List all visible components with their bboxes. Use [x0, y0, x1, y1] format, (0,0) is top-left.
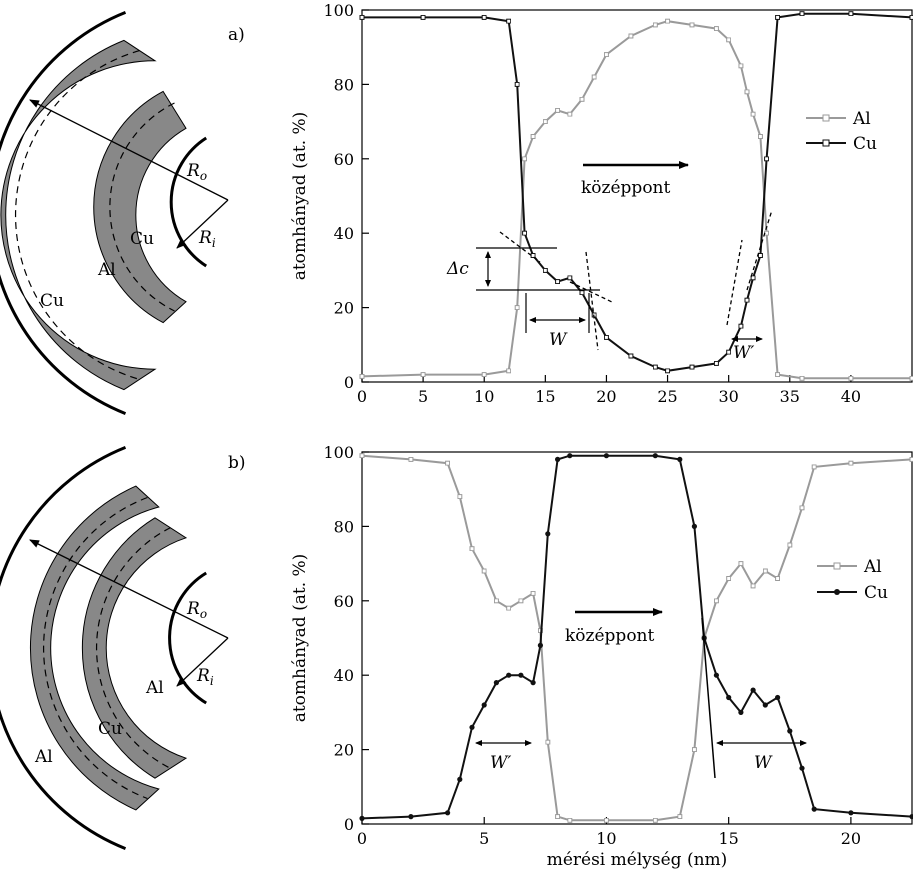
x-tick-label: 40 [841, 387, 861, 406]
y-tick-label: 0 [344, 815, 354, 834]
x-tick-label: 5 [479, 829, 489, 848]
x-tick-label: 10 [596, 829, 616, 848]
legend-cu-label: Cu [853, 134, 877, 154]
series-cu-line [359, 11, 913, 374]
outer-shell-arc [0, 446, 127, 850]
y-tick-label: 100 [323, 443, 354, 462]
legend-al-marker [833, 562, 841, 570]
legend-al-label: Al [863, 557, 882, 577]
legend-al-label: Al [852, 109, 871, 129]
y-tick-label: 100 [323, 1, 354, 20]
center-arrow-label: középpont [565, 626, 655, 646]
r-inner-line [176, 637, 229, 687]
inner-core-arc [168, 571, 207, 705]
legend: Al Cu [817, 557, 888, 603]
schematic-a-label-inner: Cu [130, 229, 154, 249]
cu-shell-midline [109, 102, 175, 312]
inner-core-arc [169, 136, 208, 268]
series-cu-line [359, 453, 913, 822]
cu-shell-band [93, 90, 187, 324]
x-tick-label: 10 [474, 387, 494, 406]
w-label: W [754, 753, 773, 773]
legend: Al Cu [806, 109, 877, 154]
w-label: W [549, 330, 568, 350]
x-tick-label: 15 [718, 829, 738, 848]
cu-shell-midline [43, 496, 148, 800]
r-inner-label: Ri [196, 666, 214, 688]
chart-a-ticks: 0 5 10 15 20 25 30 35 40 0 20 40 60 80 100 [323, 1, 861, 406]
slope-dash-4 [726, 239, 743, 326]
chart-a: 0 5 10 15 20 25 30 35 40 0 20 40 60 80 100 atomhányad … [290, 1, 913, 406]
y-tick-label: 60 [334, 592, 354, 611]
delta-c-label: Δc [446, 259, 469, 279]
y-tick-label: 60 [334, 150, 354, 169]
schematic-b-label-mid: Cu [98, 719, 122, 739]
chart-a-series [359, 11, 913, 381]
y-axis-label: atomhányad (at. %) [290, 554, 310, 723]
y-tick-label: 20 [334, 299, 354, 318]
legend-cu-marker [822, 139, 830, 147]
panel-label-b: b) [228, 453, 246, 473]
x-tick-label: 0 [357, 829, 367, 848]
x-tick-label: 20 [841, 829, 861, 848]
y-tick-label: 0 [344, 373, 354, 392]
schematic-b: Al Cu Al Ro Ri [0, 446, 229, 850]
y-tick-label: 80 [334, 75, 354, 94]
x-tick-label: 15 [535, 387, 555, 406]
r-outer-label: Ro [186, 161, 207, 183]
y-tick-label: 40 [334, 224, 354, 243]
legend-cu-marker [834, 589, 840, 595]
cu-shell-band [30, 485, 160, 811]
y-axis-label: atomhányad (at. %) [290, 112, 310, 281]
x-tick-label: 30 [718, 387, 738, 406]
series-al-line [359, 18, 913, 381]
legend-al-marker [822, 114, 830, 122]
x-tick-label: 35 [780, 387, 800, 406]
panel-label-a: a) [228, 25, 245, 45]
al-shell-band [0, 39, 157, 391]
schematic-a-label-mid: Al [97, 260, 116, 280]
slope-dash-2 [569, 281, 613, 303]
w-steep-line [701, 617, 716, 779]
x-axis-label: mérési mélység (nm) [547, 850, 728, 870]
chart-b-series [359, 453, 913, 823]
cu-inner-shell-band [81, 517, 188, 779]
x-tick-label: 25 [657, 387, 677, 406]
x-tick-label: 0 [357, 387, 367, 406]
outer-shell-arc [0, 11, 127, 415]
x-tick-label: 5 [418, 387, 428, 406]
schematic-b-label-inner: Al [145, 678, 164, 698]
al-shell-midline [15, 50, 140, 380]
r-outer-line [29, 99, 229, 201]
schematic-a-label-outer: Cu [40, 291, 64, 311]
y-tick-label: 20 [334, 741, 354, 760]
chart-b-ticks: 0 5 10 15 20 0 20 40 60 80 100 [323, 443, 861, 848]
cu-inner-shell-midline [96, 527, 171, 769]
legend-cu-label: Cu [864, 583, 888, 603]
center-arrow-label: középpont [581, 178, 671, 198]
wprime-label: W′ [733, 343, 754, 363]
r-outer-label: Ro [186, 599, 207, 621]
r-outer-line [29, 539, 229, 639]
schematic-a: Cu Al Cu Ro Ri [0, 11, 229, 415]
slope-dash-3 [585, 251, 599, 351]
r-inner-label: Ri [198, 228, 216, 250]
x-tick-label: 20 [596, 387, 616, 406]
slope-dash-1 [499, 231, 541, 263]
wprime-label: W′ [490, 753, 511, 773]
r-inner-line [176, 199, 229, 249]
schematic-b-label-outer: Al [34, 747, 53, 767]
y-tick-label: 80 [334, 517, 354, 536]
y-tick-label: 40 [334, 666, 354, 685]
